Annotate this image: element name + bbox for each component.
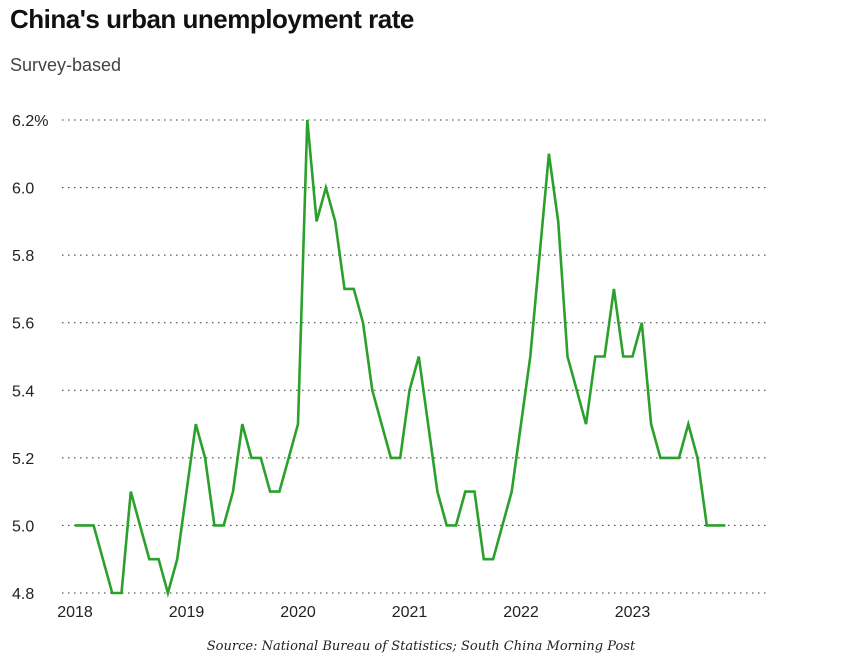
chart-subtitle: Survey-based xyxy=(10,55,122,75)
y-tick-label: 5.8 xyxy=(12,248,34,265)
y-tick-label: 4.8 xyxy=(12,586,34,603)
series-line-unemployment-rate xyxy=(75,119,726,598)
x-tick-label: 2019 xyxy=(169,604,205,621)
x-tick-label: 2021 xyxy=(392,604,428,621)
series-layer xyxy=(75,119,726,598)
gridlines xyxy=(62,119,768,594)
chart-source: Source: National Bureau of Statistics; S… xyxy=(206,639,636,654)
chart-title: China's urban unemployment rate xyxy=(10,4,414,34)
x-tick-label: 2022 xyxy=(503,604,539,621)
x-tick-label: 2018 xyxy=(57,604,93,621)
y-tick-label: 6.2% xyxy=(12,113,48,130)
y-tick-label: 5.6 xyxy=(12,316,34,333)
y-tick-label: 5.2 xyxy=(12,451,34,468)
y-tick-label: 6.0 xyxy=(12,181,34,198)
x-axis-ticks: 2018 2019 2020 2021 2022 2023 xyxy=(57,604,650,621)
y-axis-ticks: 4.8 5.0 5.2 5.4 5.6 5.8 6.0 6.2% xyxy=(12,113,48,603)
x-tick-label: 2020 xyxy=(280,604,316,621)
x-tick-label: 2023 xyxy=(615,604,651,621)
y-tick-label: 5.0 xyxy=(12,518,34,535)
y-tick-label: 5.4 xyxy=(12,383,34,400)
